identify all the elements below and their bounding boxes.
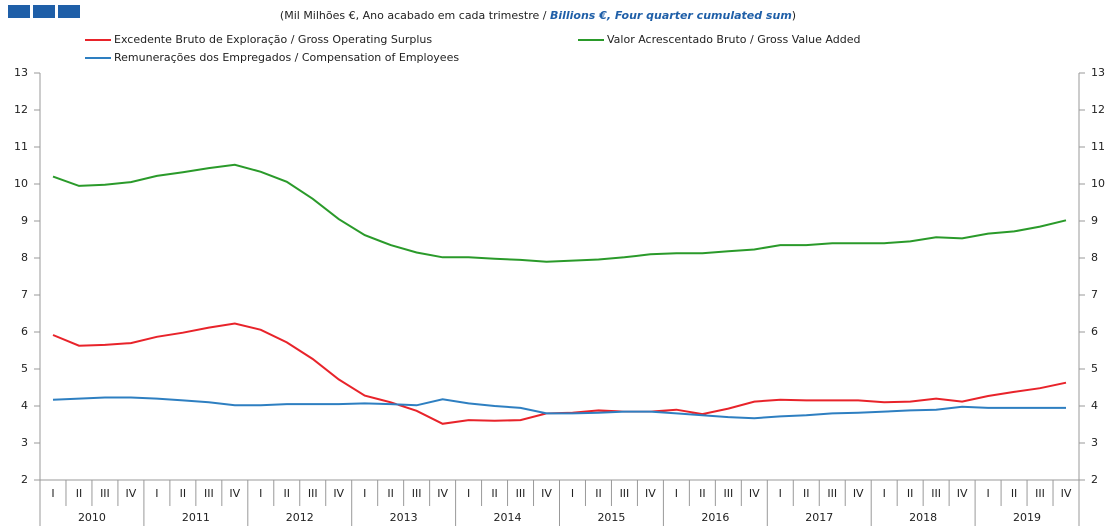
y-tick-label: 13 — [14, 66, 28, 79]
year-label: 2018 — [909, 511, 937, 524]
x-tick-label: I — [155, 487, 158, 500]
x-tick-label: I — [779, 487, 782, 500]
year-label: 2011 — [182, 511, 210, 524]
y2-tick-label: 11 — [1091, 140, 1105, 153]
x-tick-label: II — [803, 487, 810, 500]
x-tick-label: I — [259, 487, 262, 500]
year-label: 2012 — [286, 511, 314, 524]
x-tick-label: I — [467, 487, 470, 500]
legend-label: Remunerações dos Empregados / Compensati… — [114, 51, 459, 64]
y-tick-label: 10 — [14, 177, 28, 190]
y2-tick-label: 12 — [1091, 103, 1105, 116]
y2-tick-label: 3 — [1091, 436, 1098, 449]
x-tick-label: III — [100, 487, 110, 500]
x-tick-label: III — [931, 487, 941, 500]
year-label: 2014 — [494, 511, 522, 524]
x-tick-label: IV — [957, 487, 968, 500]
y2-tick-label: 13 — [1091, 66, 1105, 79]
y-tick-label: 7 — [21, 288, 28, 301]
x-tick-label: IV — [333, 487, 344, 500]
year-label: 2015 — [597, 511, 625, 524]
legend-label: Valor Acrescentado Bruto / Gross Value A… — [607, 33, 860, 46]
logo-block — [33, 5, 55, 18]
x-tick-label: II — [491, 487, 498, 500]
x-tick-label: II — [595, 487, 602, 500]
y-tick-label: 12 — [14, 103, 28, 116]
year-label: 2013 — [390, 511, 418, 524]
y-tick-label: 5 — [21, 362, 28, 375]
x-tick-label: I — [51, 487, 54, 500]
x-tick-label: III — [1035, 487, 1045, 500]
year-label: 2017 — [805, 511, 833, 524]
x-tick-label: III — [308, 487, 318, 500]
y-tick-label: 2 — [21, 473, 28, 486]
x-tick-label: II — [907, 487, 914, 500]
x-tick-label: IV — [126, 487, 137, 500]
y-tick-label: 11 — [14, 140, 28, 153]
x-tick-label: II — [180, 487, 187, 500]
series-line — [52, 163, 1067, 263]
x-tick-label: IV — [541, 487, 552, 500]
x-tick-label: I — [571, 487, 574, 500]
x-tick-label: I — [883, 487, 886, 500]
logo-block — [8, 5, 30, 18]
x-tick-label: IV — [437, 487, 448, 500]
year-label: 2010 — [78, 511, 106, 524]
x-tick-label: III — [723, 487, 733, 500]
year-label: 2016 — [701, 511, 729, 524]
x-tick-label: IV — [853, 487, 864, 500]
subtitle-end: ) — [792, 9, 796, 22]
y-tick-label: 9 — [21, 214, 28, 227]
y-tick-label: 8 — [21, 251, 28, 264]
y2-tick-label: 5 — [1091, 362, 1098, 375]
x-tick-label: III — [204, 487, 214, 500]
series-line — [52, 396, 1066, 420]
x-tick-label: I — [363, 487, 366, 500]
y2-tick-label: 6 — [1091, 325, 1098, 338]
x-tick-label: IV — [645, 487, 656, 500]
legend-label: Excedente Bruto de Exploração / Gross Op… — [114, 33, 432, 46]
x-tick-label: II — [284, 487, 291, 500]
x-tick-label: IV — [749, 487, 760, 500]
y-tick-label: 3 — [21, 436, 28, 449]
x-tick-label: III — [516, 487, 526, 500]
y2-tick-label: 9 — [1091, 214, 1098, 227]
y-tick-label: 4 — [21, 399, 28, 412]
series-line — [52, 322, 1067, 425]
x-tick-label: II — [387, 487, 394, 500]
x-tick-label: III — [827, 487, 837, 500]
y2-tick-label: 10 — [1091, 177, 1105, 190]
y2-tick-label: 7 — [1091, 288, 1098, 301]
y2-tick-label: 8 — [1091, 251, 1098, 264]
y2-tick-label: 4 — [1091, 399, 1098, 412]
x-tick-label: II — [699, 487, 706, 500]
subtitle: (Mil Milhões €, Ano acabado em cada trim… — [280, 9, 796, 22]
x-tick-label: III — [620, 487, 630, 500]
subtitle-pt: (Mil Milhões €, Ano acabado em cada trim… — [280, 9, 550, 22]
x-tick-label: IV — [1061, 487, 1072, 500]
y2-tick-label: 2 — [1091, 473, 1098, 486]
x-tick-label: III — [412, 487, 422, 500]
x-tick-label: I — [986, 487, 989, 500]
year-label: 2019 — [1013, 511, 1041, 524]
x-tick-label: I — [675, 487, 678, 500]
x-tick-label: II — [1011, 487, 1018, 500]
logo-block — [58, 5, 80, 18]
subtitle-en: Billions €, Four quarter cumulated sum — [550, 9, 792, 22]
x-tick-label: II — [76, 487, 83, 500]
y-tick-label: 6 — [21, 325, 28, 338]
x-tick-label: IV — [229, 487, 240, 500]
